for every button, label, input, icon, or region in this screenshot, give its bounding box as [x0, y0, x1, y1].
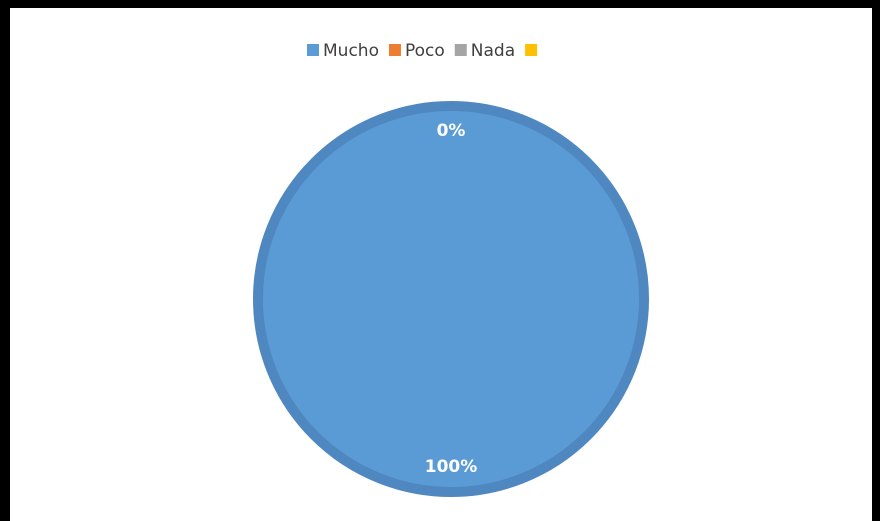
legend-swatch [388, 44, 401, 56]
pie-slice [253, 101, 649, 497]
legend-text: Nada [471, 41, 515, 61]
value-label: 100% [425, 457, 478, 477]
legend-swatch [525, 44, 538, 56]
legend-swatch [454, 44, 467, 56]
value-label: 0% [437, 121, 466, 141]
legend-text: Mucho [323, 41, 379, 61]
legend-swatch [307, 44, 319, 56]
legend-text: Poco [405, 41, 445, 61]
